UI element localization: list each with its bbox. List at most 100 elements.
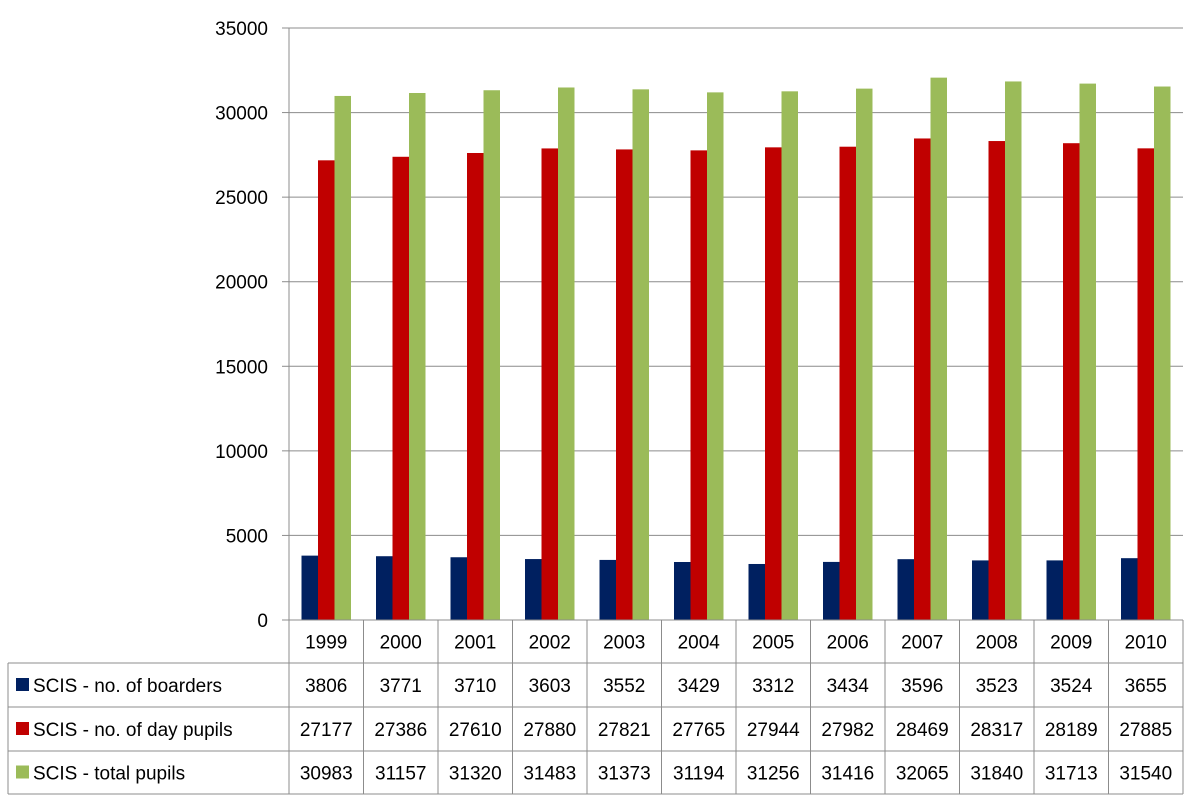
data-table-cell: 3429 <box>678 676 720 697</box>
y-tick-label: 15000 <box>215 357 268 378</box>
bar <box>781 91 798 620</box>
bar <box>467 152 484 620</box>
data-table-cell: 27885 <box>1119 720 1172 741</box>
legend-swatch <box>16 678 29 691</box>
bar <box>823 561 840 620</box>
bar <box>318 160 335 621</box>
bar <box>483 90 500 620</box>
data-table-cell: 3655 <box>1125 676 1167 697</box>
bar <box>450 557 467 620</box>
x-category-label: 2002 <box>529 633 571 654</box>
bar <box>558 87 575 620</box>
x-category-label: 2010 <box>1125 633 1167 654</box>
data-table-cell: 27821 <box>598 720 651 741</box>
bar <box>392 156 409 620</box>
data-table-cell: 31713 <box>1045 764 1098 785</box>
data-table: 1999 2000 2001 2002 2003 2004 2005 2006 2007 2008… <box>7 619 1184 795</box>
x-category-label: 2006 <box>827 633 869 654</box>
data-table-cell: 27944 <box>747 720 800 741</box>
axes <box>282 27 290 621</box>
y-tick-label: 30000 <box>215 104 268 125</box>
data-table-cell: 3524 <box>1050 676 1093 697</box>
bars <box>301 77 1171 621</box>
data-table-cell: 31483 <box>523 764 576 785</box>
legend-label: SCIS - total pupils <box>33 764 185 785</box>
data-table-cell: 31157 <box>375 764 426 785</box>
data-table-cell: 27765 <box>672 720 725 741</box>
bar <box>988 141 1005 620</box>
data-table-cell: 3312 <box>752 676 794 697</box>
data-table-cell: 31840 <box>970 764 1023 785</box>
bar <box>748 563 765 620</box>
data-table-cell: 27177 <box>300 720 353 741</box>
bar <box>897 559 914 620</box>
bar <box>914 138 931 620</box>
data-table-cell: 32065 <box>896 764 949 785</box>
data-table-cell: 3523 <box>976 676 1018 697</box>
bar <box>1137 148 1154 620</box>
data-table-cell: 28317 <box>970 720 1023 741</box>
data-table-cell: 27386 <box>374 720 427 741</box>
data-table-cell: 3806 <box>305 676 347 697</box>
data-table-cell: 28469 <box>896 720 949 741</box>
bar <box>616 149 633 620</box>
bar <box>1005 81 1022 620</box>
data-table-cell: 3596 <box>901 676 943 697</box>
y-tick-label: 5000 <box>226 526 268 547</box>
data-table-cell: 31320 <box>449 764 502 785</box>
bar <box>334 95 351 620</box>
x-category-label: 2003 <box>603 633 645 654</box>
bar <box>674 562 691 620</box>
bar <box>1154 86 1171 620</box>
data-table-cell: 31256 <box>747 764 800 785</box>
legend-swatch <box>16 765 29 779</box>
bar <box>690 150 707 620</box>
data-table-cell: 3603 <box>529 676 571 697</box>
data-table-cell: 27880 <box>523 720 576 741</box>
bar <box>856 88 873 621</box>
y-tick-label: 10000 <box>215 442 268 463</box>
data-table-cell: 30983 <box>300 764 353 785</box>
legend-swatch <box>16 722 29 735</box>
bar <box>376 556 393 620</box>
bar <box>599 559 616 620</box>
data-table-cell: 27610 <box>449 720 502 741</box>
bar <box>409 93 426 621</box>
bar <box>1121 558 1138 620</box>
bar <box>541 148 558 620</box>
bar <box>632 89 649 620</box>
y-tick-label: 25000 <box>215 188 268 209</box>
x-category-label: 2005 <box>752 633 794 654</box>
x-category-label: 1999 <box>305 633 347 654</box>
bar <box>1063 143 1080 621</box>
gridlines <box>289 27 1183 536</box>
legend-label: SCIS - no. of boarders <box>33 676 222 697</box>
data-table-cell: 31373 <box>598 764 651 785</box>
data-table-cell: 3434 <box>827 676 870 697</box>
y-tick-label: 20000 <box>215 273 268 294</box>
bar <box>1046 560 1063 620</box>
bar <box>301 555 318 620</box>
data-table-cell: 31540 <box>1119 764 1172 785</box>
x-category-label: 2004 <box>678 633 721 654</box>
bar <box>839 146 856 620</box>
x-category-label: 2007 <box>901 633 943 654</box>
x-category-label: 2001 <box>454 633 496 654</box>
y-axis-ticks: 0 5000 10000 15000 20000 25000 30000 35000 <box>215 19 268 632</box>
data-table-cell: 27982 <box>821 720 874 741</box>
data-table-cell: 3552 <box>603 676 645 697</box>
data-table-cell: 28189 <box>1045 720 1098 741</box>
data-table-cell: 3771 <box>380 676 422 697</box>
bar <box>1079 83 1096 620</box>
data-table-cell: 3710 <box>454 676 496 697</box>
bar <box>707 92 724 620</box>
x-category-label: 2009 <box>1050 633 1092 654</box>
bar <box>930 77 947 620</box>
y-tick-label: 0 <box>257 611 268 632</box>
x-category-label: 2000 <box>380 633 422 654</box>
y-tick-label: 35000 <box>215 19 268 40</box>
legend-label: SCIS - no. of day pupils <box>33 720 233 741</box>
data-table-cell: 31416 <box>821 764 874 785</box>
x-category-label: 2008 <box>976 633 1018 654</box>
